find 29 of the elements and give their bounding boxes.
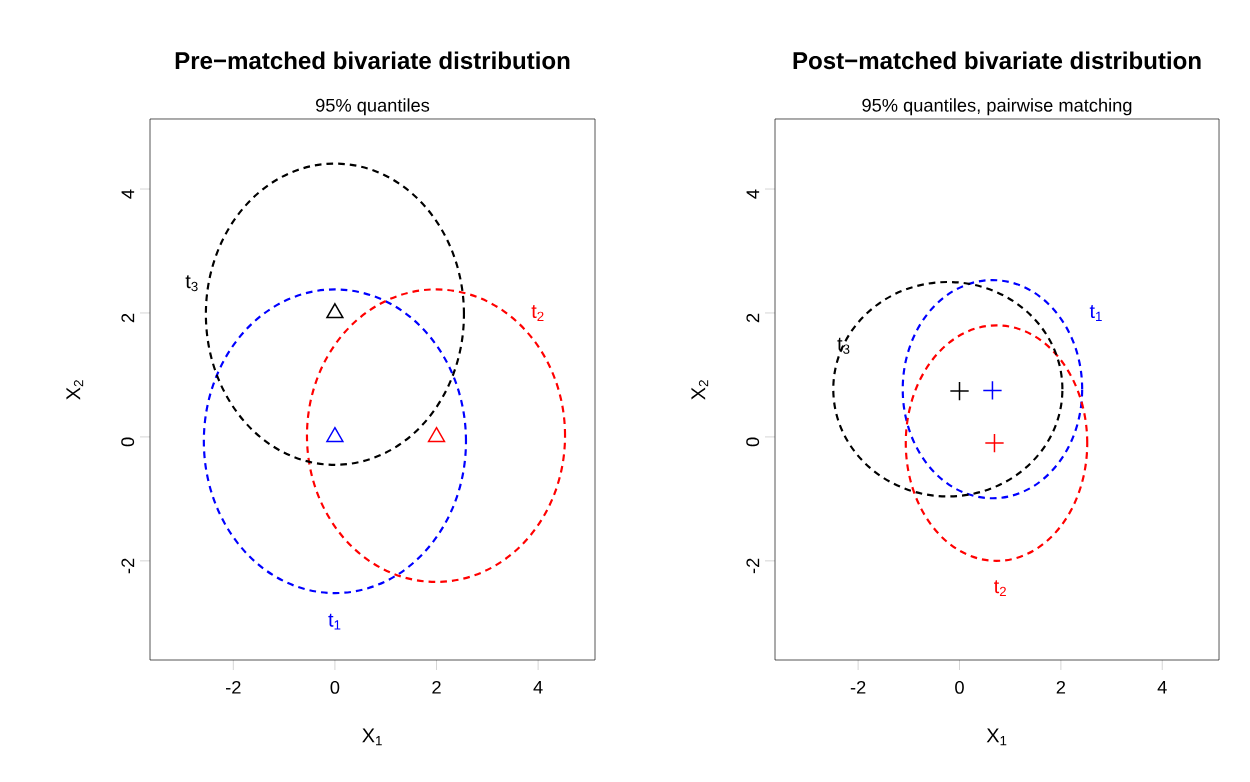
y-axis-title: X$_{2}$ [66,380,84,400]
y-tick-label: -2 [746,558,760,574]
y-tick-label: 2 [121,313,135,323]
y-tick-label: 0 [746,437,760,447]
chart-title: Pre−matched bivariate distribution [175,51,570,70]
chart-title: Post−matched bivariate distribution [793,51,1201,70]
x-tick-label: 0 [330,680,340,694]
x-tick-label: 4 [1157,680,1167,694]
x-tick-label: 0 [955,680,964,694]
x-tick-label: 2 [432,680,441,694]
annotation: t$_{1}$ [1089,305,1102,321]
chart-subtitle: 95% quantiles [315,98,430,116]
y-tick-label: 0 [121,437,135,447]
x-axis-title: X$_{1}$ [986,728,1007,746]
y-tick-label: 4 [746,189,760,199]
x-tick-label: 4 [533,680,543,694]
y-axis-title: X$_{2}$ [691,380,709,400]
x-axis-title: X$_{1}$ [362,728,382,746]
x-tick-label: -2 [226,680,241,694]
annotation: t$_{3}$ [185,275,198,292]
annotation: t$_{2}$ [531,305,544,321]
annotation: t$_{1}$ [328,613,341,630]
y-tick-label: -2 [121,558,135,574]
chart-subtitle: 95% quantiles, pairwise matching [862,98,1132,116]
annotation: t$_{2}$ [994,580,1006,597]
x-tick-label: -2 [850,680,866,694]
x-tick-label: 2 [1056,680,1066,694]
y-tick-label: 2 [746,313,760,323]
y-tick-label: 4 [121,189,135,199]
